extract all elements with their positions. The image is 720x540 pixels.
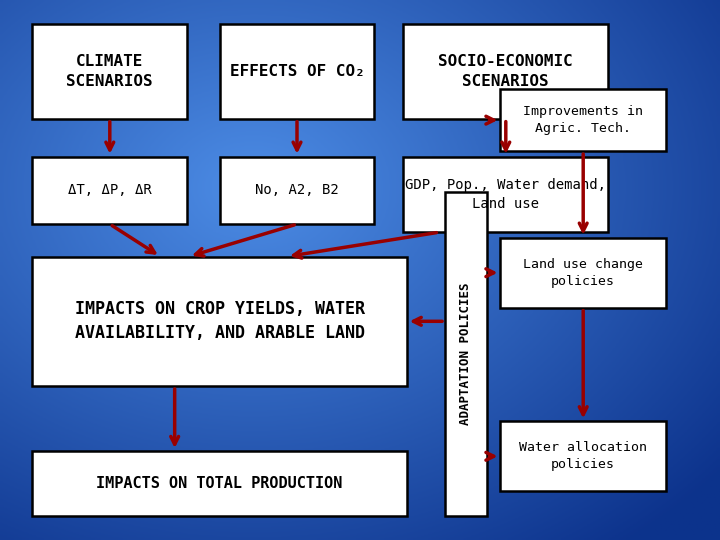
Text: GDP, Pop., Water demand,
Land use: GDP, Pop., Water demand, Land use xyxy=(405,178,606,211)
Text: Water allocation
policies: Water allocation policies xyxy=(519,441,647,471)
Text: IMPACTS ON CROP YIELDS, WATER
AVAILABILITY, AND ARABLE LAND: IMPACTS ON CROP YIELDS, WATER AVAILABILI… xyxy=(75,300,364,342)
Text: SOCIO-ECONOMIC
SCENARIOS: SOCIO-ECONOMIC SCENARIOS xyxy=(438,54,573,89)
Text: Land use change
policies: Land use change policies xyxy=(523,258,643,288)
Text: No, A2, B2: No, A2, B2 xyxy=(255,184,339,197)
FancyBboxPatch shape xyxy=(32,157,187,224)
FancyBboxPatch shape xyxy=(500,238,666,308)
FancyBboxPatch shape xyxy=(32,256,407,386)
FancyBboxPatch shape xyxy=(403,157,608,232)
Text: ADAPTATION POLICIES: ADAPTATION POLICIES xyxy=(459,282,472,425)
Text: EFFECTS OF CO₂: EFFECTS OF CO₂ xyxy=(230,64,364,79)
FancyBboxPatch shape xyxy=(220,24,374,119)
FancyBboxPatch shape xyxy=(403,24,608,119)
Text: CLIMATE
SCENARIOS: CLIMATE SCENARIOS xyxy=(66,54,153,89)
Text: ΔT, ΔP, ΔR: ΔT, ΔP, ΔR xyxy=(68,184,152,197)
Text: Improvements in
Agric. Tech.: Improvements in Agric. Tech. xyxy=(523,105,643,135)
FancyBboxPatch shape xyxy=(500,421,666,491)
FancyBboxPatch shape xyxy=(500,89,666,151)
FancyBboxPatch shape xyxy=(32,24,187,119)
FancyBboxPatch shape xyxy=(32,451,407,516)
FancyBboxPatch shape xyxy=(445,192,487,516)
FancyBboxPatch shape xyxy=(220,157,374,224)
Text: IMPACTS ON TOTAL PRODUCTION: IMPACTS ON TOTAL PRODUCTION xyxy=(96,476,343,491)
